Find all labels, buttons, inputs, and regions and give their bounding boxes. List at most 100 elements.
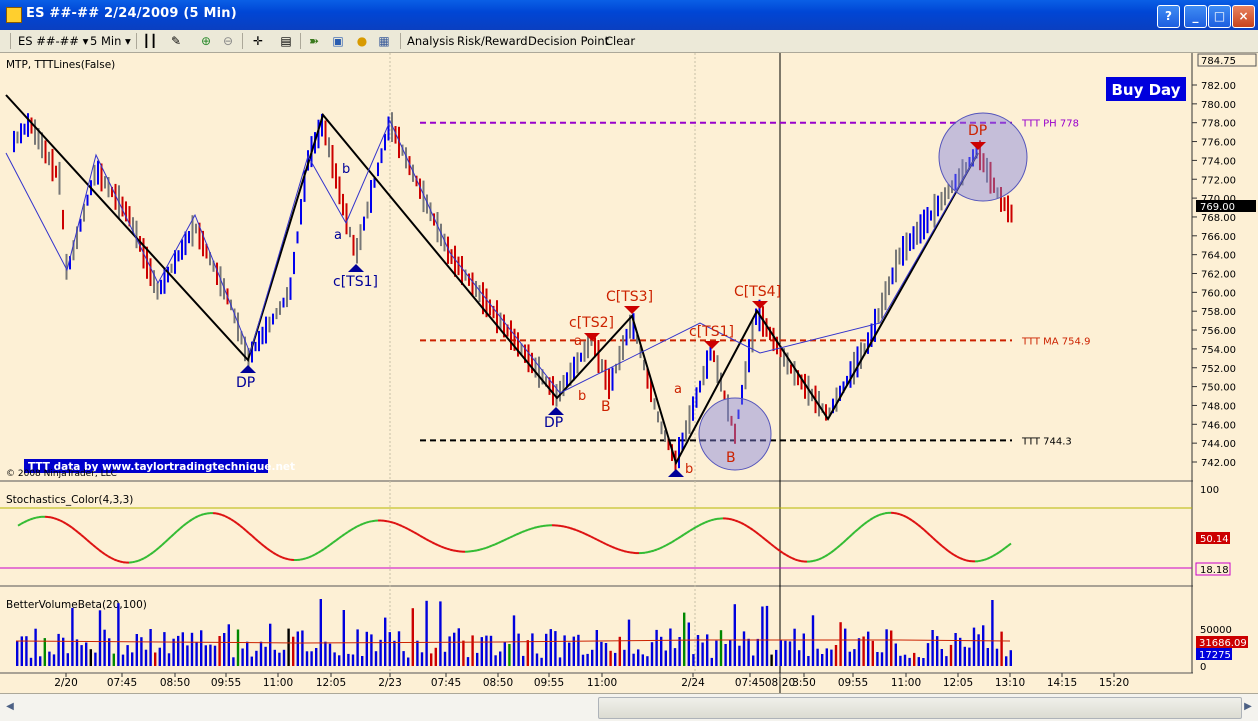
scroll-thumb[interactable] xyxy=(598,697,1242,719)
annotation: c[TS2] xyxy=(569,315,614,331)
time-tick: 11:00 xyxy=(891,677,921,689)
volume-value: 17275 xyxy=(1199,650,1231,661)
last-price: 769.00 xyxy=(1200,202,1235,213)
toolbar: ES ##-## ▾ 5 Min ▾ ┃┃ ✎ ⊕ ⊖ ✛ ▤ ➽ ▣ ● ▦ … xyxy=(0,30,1258,53)
buy-day-label: Buy Day xyxy=(1111,81,1180,99)
ttt-level-label: TTT PH 778 xyxy=(1021,119,1079,130)
time-tick: 14:15 xyxy=(1047,677,1077,689)
price-tick: 772.00 xyxy=(1201,175,1236,186)
time-tick: 08:50 xyxy=(160,677,190,689)
time-tick: 07:45 xyxy=(431,677,461,689)
stoch-value: 18.18 xyxy=(1200,565,1229,576)
gold-icon[interactable]: ● xyxy=(354,33,370,49)
copyright: © 2008 NinjaTrader, LLC xyxy=(6,469,117,479)
interval-selector[interactable]: 5 Min ▾ xyxy=(90,33,131,49)
price-tick: 758.00 xyxy=(1201,307,1236,318)
time-tick: 08:50 xyxy=(483,677,513,689)
time-tick: 09:55 xyxy=(211,677,241,689)
price-tick: 756.00 xyxy=(1201,326,1236,337)
annotation: b xyxy=(578,389,586,404)
ttt-level-label: TTT MA 754.9 xyxy=(1021,336,1090,347)
risk-reward-menu[interactable]: Risk/Reward xyxy=(457,33,528,49)
chevron-down-icon: ▾ xyxy=(83,34,89,48)
price-tick: 782.00 xyxy=(1201,81,1236,92)
price-tick: 774.00 xyxy=(1201,156,1236,167)
chevron-down-icon: ▾ xyxy=(125,34,131,48)
annotation: C[TS3] xyxy=(606,289,653,305)
zoom-out-icon[interactable]: ⊖ xyxy=(220,33,236,49)
window-title: ES ##-## 2/24/2009 (5 Min) xyxy=(26,6,237,21)
price-tick: 748.00 xyxy=(1201,401,1236,412)
decision-point-menu[interactable]: Decision Point xyxy=(528,33,609,49)
annotation: b xyxy=(685,462,693,477)
price-tick: 764.00 xyxy=(1201,251,1236,262)
volume-value: 31686.09 xyxy=(1199,638,1247,649)
volume-tick: 50000 xyxy=(1200,625,1232,636)
app-icon xyxy=(6,7,22,23)
annotation: B xyxy=(601,399,611,415)
price-tick: 760.00 xyxy=(1201,288,1236,299)
properties-icon[interactable]: ▤ xyxy=(278,33,294,49)
time-tick: 07:45 xyxy=(735,677,765,689)
time-tick: 3:50 xyxy=(792,677,816,689)
price-tick: 754.00 xyxy=(1201,345,1236,356)
instrument-selector[interactable]: ES ##-## ▾ xyxy=(18,33,88,49)
time-tick: 08:20 xyxy=(765,677,795,689)
stoch-tick: 100 xyxy=(1200,485,1219,496)
annotation: a xyxy=(674,382,682,397)
analysis-menu[interactable]: Analysis xyxy=(407,33,454,49)
price-panel-label: MTP, TTTLines(False) xyxy=(6,59,115,71)
maximize-button[interactable]: □ xyxy=(1208,5,1231,28)
time-tick: 09:55 xyxy=(534,677,564,689)
volume-tick: 0 xyxy=(1200,662,1206,673)
price-tick: 742.00 xyxy=(1201,458,1236,469)
time-tick: 07:45 xyxy=(107,677,137,689)
time-tick: 11:00 xyxy=(263,677,293,689)
stoch-value: 50.14 xyxy=(1200,534,1229,545)
crosshair-icon[interactable]: ✛ xyxy=(250,33,266,49)
zoom-in-icon[interactable]: ⊕ xyxy=(198,33,214,49)
time-tick: 11:00 xyxy=(587,677,617,689)
close-button[interactable]: × xyxy=(1232,5,1255,28)
volume-label: BetterVolumeBeta(20,100) xyxy=(6,599,147,611)
time-tick: 2/20 xyxy=(54,677,78,689)
help-button[interactable]: ? xyxy=(1157,5,1180,28)
annotation: DP xyxy=(236,375,255,391)
price-tick: 762.00 xyxy=(1201,270,1236,281)
scroll-left-icon[interactable]: ◀ xyxy=(2,697,18,717)
top-price: 784.75 xyxy=(1201,56,1236,67)
ttt-level-label: TTT 744.3 xyxy=(1021,436,1072,447)
annotation: DP xyxy=(544,415,563,431)
clear-menu[interactable]: Clear xyxy=(605,33,635,49)
title-bar: ES ##-## 2/24/2009 (5 Min) ? _ □ × xyxy=(0,0,1258,30)
price-tick: 776.00 xyxy=(1201,138,1236,149)
annotation: C[TS4] xyxy=(734,284,781,300)
bars-icon[interactable]: ┃┃ xyxy=(142,33,158,49)
time-tick: 12:05 xyxy=(943,677,973,689)
data-box-icon[interactable]: ▦ xyxy=(376,33,392,49)
minimize-button[interactable]: _ xyxy=(1184,5,1207,28)
indicator-icon[interactable]: ▣ xyxy=(330,33,346,49)
annotation: c[TS1] xyxy=(333,274,378,290)
price-tick: 744.00 xyxy=(1201,439,1236,450)
price-tick: 752.00 xyxy=(1201,364,1236,375)
strategy-icon[interactable]: ➽ xyxy=(306,33,322,49)
time-tick: 13:10 xyxy=(995,677,1025,689)
pencil-icon[interactable]: ✎ xyxy=(168,33,184,49)
price-tick: 746.00 xyxy=(1201,420,1236,431)
annotation: c[TS1] xyxy=(689,324,734,340)
price-tick: 768.00 xyxy=(1201,213,1236,224)
time-tick: 2/23 xyxy=(378,677,402,689)
time-tick: 09:55 xyxy=(838,677,868,689)
price-tick: 778.00 xyxy=(1201,119,1236,130)
annotation: b xyxy=(342,162,350,177)
annotation: B xyxy=(726,450,736,466)
price-tick: 750.00 xyxy=(1201,383,1236,394)
annotation: DP xyxy=(968,123,987,139)
scroll-right-icon[interactable]: ▶ xyxy=(1240,697,1256,717)
annotation: a xyxy=(334,228,342,243)
horizontal-scrollbar[interactable]: ◀ ▶ xyxy=(0,693,1258,721)
